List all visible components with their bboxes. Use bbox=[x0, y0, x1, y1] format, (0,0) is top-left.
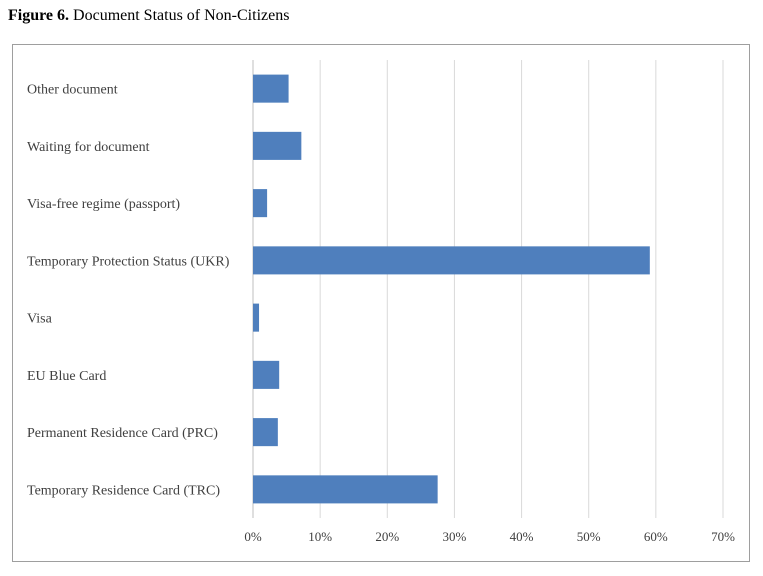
category-label: Other document bbox=[27, 83, 118, 98]
gridlines bbox=[252, 60, 724, 518]
x-tick-label: 30% bbox=[443, 529, 467, 544]
x-tick-label: 50% bbox=[577, 529, 601, 544]
bar bbox=[253, 74, 289, 103]
bar bbox=[253, 303, 260, 332]
category-label: Temporary Protection Status (UKR) bbox=[27, 254, 230, 269]
figure-caption-text: Document Status of Non-Citizens bbox=[73, 7, 290, 24]
category-label: Temporary Residence Card (TRC) bbox=[27, 483, 220, 498]
x-tick-label: 40% bbox=[510, 529, 534, 544]
bar bbox=[253, 418, 278, 447]
bar bbox=[253, 246, 650, 275]
bar bbox=[253, 360, 280, 389]
x-tick-label: 20% bbox=[375, 529, 399, 544]
x-tick-label: 60% bbox=[644, 529, 668, 544]
category-label: Visa bbox=[27, 312, 53, 327]
category-labels: Other document Waiting for document Visa-f… bbox=[27, 83, 230, 499]
category-label: Visa-free regime (passport) bbox=[27, 197, 180, 212]
category-label: EU Blue Card bbox=[27, 369, 106, 384]
figure-caption-lead: Figure 6. bbox=[8, 7, 70, 24]
bar bbox=[253, 189, 268, 218]
figure-caption: Figure 6. Document Status of Non-Citizen… bbox=[8, 7, 289, 25]
category-label: Permanent Residence Card (PRC) bbox=[27, 426, 218, 441]
bar-series bbox=[253, 74, 650, 504]
bar bbox=[253, 475, 438, 504]
chart-frame bbox=[12, 44, 750, 562]
category-label: Waiting for document bbox=[27, 140, 150, 155]
x-tick-labels: 0% 10% 20% 30% 40% 50% 60% 70% bbox=[244, 529, 735, 544]
x-tick-label: 70% bbox=[711, 529, 735, 544]
x-tick-label: 10% bbox=[308, 529, 332, 544]
bar bbox=[253, 131, 302, 160]
x-tick-label: 0% bbox=[244, 529, 262, 544]
